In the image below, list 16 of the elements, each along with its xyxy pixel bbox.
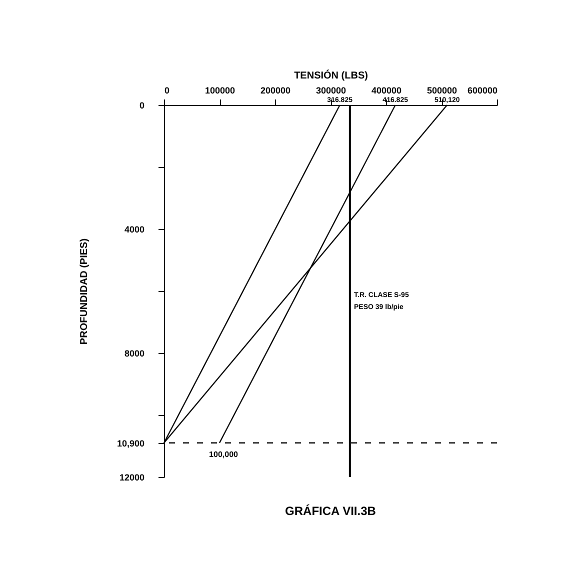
y-tick-label: 4000: [124, 224, 144, 234]
x-axis-title: TENSIÓN (LBS): [294, 70, 368, 82]
x-tick-label: 300000: [316, 86, 346, 96]
text: GRÁFICA VII.3B: [285, 504, 376, 518]
y-tick-label: 0: [139, 100, 144, 110]
x-tick-label: 200000: [260, 86, 291, 96]
annotation: 100,000: [209, 450, 239, 459]
x-tick-label: 500000: [426, 86, 458, 96]
x-tick-label: 600000: [467, 86, 498, 96]
y-tick-label: 12000: [119, 472, 144, 482]
x-tick-label: 0: [164, 86, 170, 96]
y-axis-title: PROFUNDIDAD (PIES): [78, 238, 90, 345]
x-tick-label: 400000: [371, 86, 402, 96]
y-tick-label: 8000: [124, 348, 144, 358]
x-tick-label: 100000: [204, 86, 236, 96]
y-tick-label: 10,900: [116, 438, 144, 448]
